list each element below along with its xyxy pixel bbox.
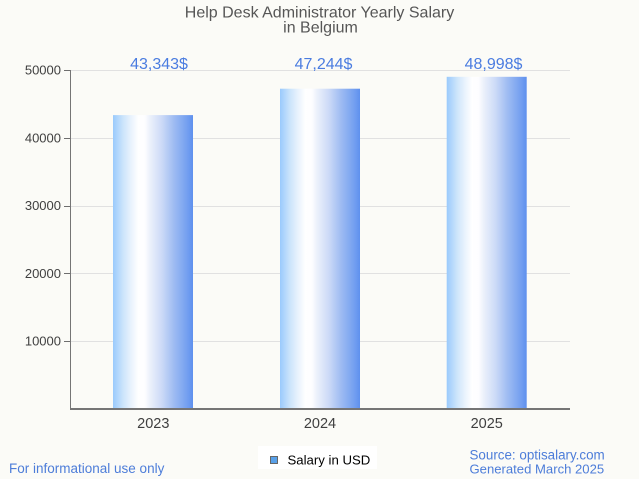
svg-text:30000: 30000 <box>25 198 61 213</box>
svg-text:in Belgium: in Belgium <box>283 20 358 37</box>
svg-text:2025: 2025 <box>471 416 503 432</box>
svg-text:Salary in USD: Salary in USD <box>288 452 371 467</box>
svg-text:40000: 40000 <box>25 130 61 145</box>
svg-text:43,343$: 43,343$ <box>130 56 188 73</box>
svg-text:2024: 2024 <box>304 416 336 432</box>
svg-text:Generated March 2025: Generated March 2025 <box>470 462 605 477</box>
svg-text:Help Desk Administrator Yearly: Help Desk Administrator Yearly Salary <box>185 5 454 22</box>
svg-text:10000: 10000 <box>25 334 61 349</box>
svg-text:Source: optisalary.com: Source: optisalary.com <box>470 447 605 462</box>
svg-text:50000: 50000 <box>25 63 61 78</box>
svg-text:For informational use only: For informational use only <box>9 461 165 476</box>
svg-text:48,998$: 48,998$ <box>465 56 523 73</box>
svg-text:47,244$: 47,244$ <box>295 56 353 73</box>
svg-text:2023: 2023 <box>137 416 169 432</box>
svg-text:20000: 20000 <box>25 266 61 281</box>
